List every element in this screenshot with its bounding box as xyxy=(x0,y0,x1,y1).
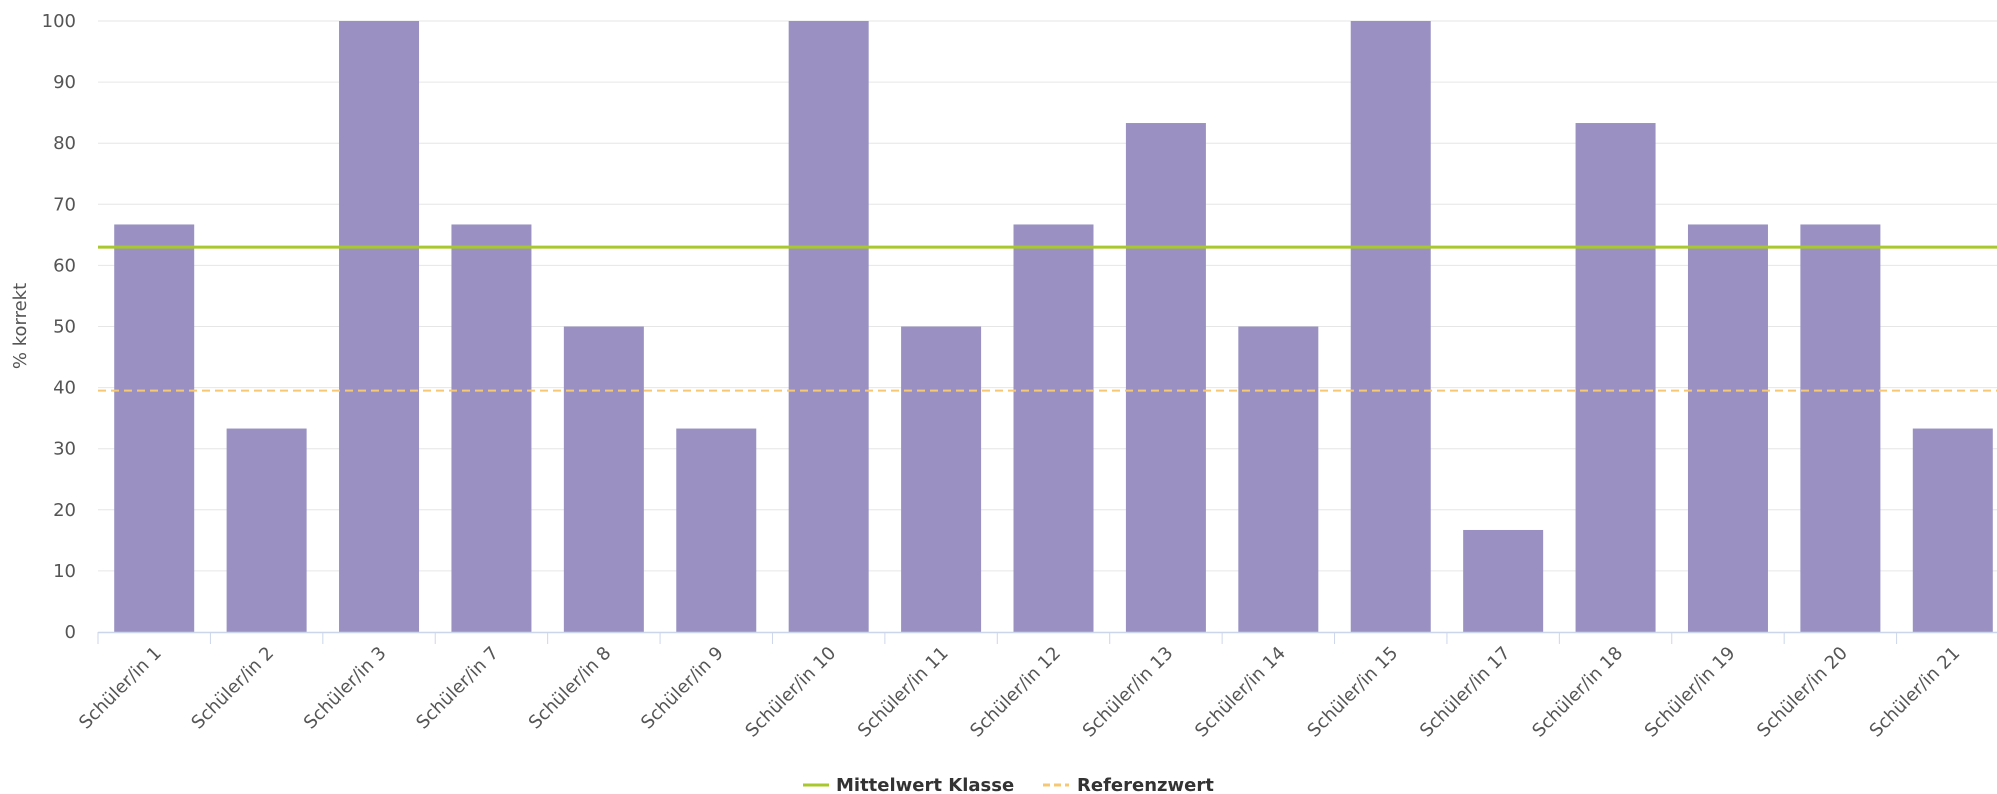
x-tick-label: Schüler/in 20 xyxy=(1753,643,1852,742)
x-tick-label: Schüler/in 11 xyxy=(854,643,953,742)
bar[interactable] xyxy=(788,21,869,632)
legend-label[interactable]: Referenzwert xyxy=(1077,775,1214,794)
bar[interactable] xyxy=(676,428,757,632)
y-tick-label: 50 xyxy=(53,317,76,338)
x-tick-label: Schüler/in 8 xyxy=(525,643,616,734)
x-tick-label: Schüler/in 2 xyxy=(187,643,278,734)
bar[interactable] xyxy=(1687,224,1768,632)
bar[interactable] xyxy=(226,428,307,632)
bar[interactable] xyxy=(1013,224,1094,632)
bar[interactable] xyxy=(901,326,982,633)
bar[interactable] xyxy=(1350,21,1431,632)
y-tick-label: 100 xyxy=(42,11,76,32)
y-tick-label: 0 xyxy=(65,622,76,643)
bar[interactable] xyxy=(1800,224,1881,632)
x-tick-label: Schüler/in 1 xyxy=(75,643,166,734)
x-tick-label: Schüler/in 18 xyxy=(1528,643,1627,742)
y-axis-ticks: 0 10 20 30 40 50 60 70 80 90 100 xyxy=(42,11,76,643)
y-tick-label: 60 xyxy=(53,255,76,276)
x-tick-label: Schüler/in 14 xyxy=(1191,643,1290,742)
x-tick-label: Schüler/in 9 xyxy=(637,643,728,734)
bar[interactable] xyxy=(1912,428,1993,632)
x-axis xyxy=(97,631,1997,644)
x-tick-label: Schüler/in 15 xyxy=(1303,643,1402,742)
bar[interactable] xyxy=(114,224,195,632)
x-tick-label: Schüler/in 3 xyxy=(300,643,391,734)
bar[interactable] xyxy=(1238,326,1319,633)
y-tick-label: 20 xyxy=(53,500,76,521)
x-tick-label: Schüler/in 12 xyxy=(966,643,1065,742)
x-tick-label: Schüler/in 17 xyxy=(1416,643,1515,742)
y-tick-label: 30 xyxy=(53,439,76,460)
y-axis-title: % korrekt xyxy=(10,283,31,369)
x-tick-label: Schüler/in 7 xyxy=(412,643,503,734)
bar[interactable] xyxy=(1463,529,1544,632)
y-tick-label: 90 xyxy=(53,72,76,93)
bar[interactable] xyxy=(339,21,420,632)
legend[interactable]: Mittelwert Klasse Referenzwert xyxy=(803,775,1214,794)
y-tick-label: 10 xyxy=(53,561,76,582)
bar[interactable] xyxy=(1125,123,1206,633)
y-tick-label: 40 xyxy=(53,378,76,399)
reference-lines xyxy=(98,245,1997,392)
y-tick-label: 70 xyxy=(53,194,76,215)
bar[interactable] xyxy=(563,326,644,633)
x-tick-label: Schüler/in 21 xyxy=(1866,643,1965,742)
bar[interactable] xyxy=(1575,123,1656,633)
legend-label[interactable]: Mittelwert Klasse xyxy=(836,775,1014,794)
x-tick-label: Schüler/in 10 xyxy=(741,643,840,742)
x-tick-label: Schüler/in 13 xyxy=(1079,643,1178,742)
x-axis-ticks: Schüler/in 1 Schüler/in 2 Schüler/in 3 Schü… xyxy=(75,643,1964,742)
bars xyxy=(114,21,1993,633)
x-tick-label: Schüler/in 19 xyxy=(1641,643,1740,742)
y-tick-label: 80 xyxy=(53,133,76,154)
bar[interactable] xyxy=(451,224,532,632)
